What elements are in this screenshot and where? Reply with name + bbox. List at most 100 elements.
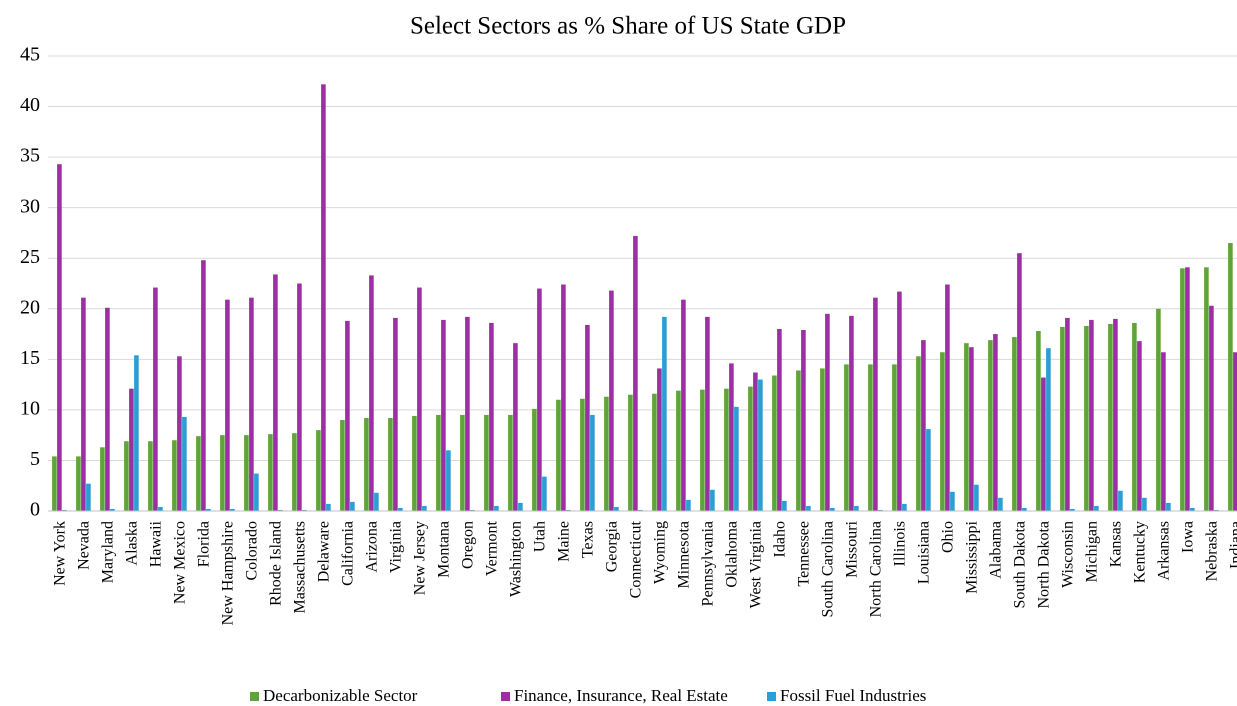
- bar: [542, 476, 547, 511]
- bar: [1137, 341, 1142, 511]
- bar: [532, 408, 537, 511]
- x-tick-label: North Carolina: [868, 521, 885, 617]
- bar: [892, 364, 897, 511]
- bar: [681, 299, 686, 511]
- x-tick-label: Missouri: [844, 520, 861, 577]
- bar: [1041, 377, 1046, 511]
- bar: [998, 497, 1003, 511]
- bar: [1065, 317, 1070, 511]
- bar: [854, 505, 859, 511]
- bar: [374, 492, 379, 511]
- bar: [844, 364, 849, 511]
- bar: [590, 414, 595, 511]
- bar: [945, 284, 950, 511]
- x-tick-label: Colorado: [244, 521, 261, 581]
- bar: [849, 315, 854, 511]
- bar: [1089, 319, 1094, 511]
- x-tick-label: Louisiana: [916, 521, 933, 584]
- legend-swatch: [767, 692, 776, 701]
- bar: [926, 429, 931, 511]
- bar: [710, 489, 715, 511]
- bar: [225, 299, 230, 511]
- x-tick-label: Oklahoma: [724, 521, 741, 588]
- bar: [734, 406, 739, 511]
- bar: [537, 288, 542, 511]
- bar: [1113, 318, 1118, 511]
- bar: [1156, 308, 1161, 511]
- y-tick-label: 0: [30, 499, 40, 521]
- bar: [1084, 325, 1089, 511]
- x-tick-label: South Dakota: [1012, 521, 1029, 609]
- bar: [177, 356, 182, 511]
- bar: [748, 386, 753, 511]
- bar: [316, 430, 321, 511]
- x-tick-label: Tennessee: [796, 521, 813, 587]
- x-tick-label: New York: [52, 521, 69, 586]
- bar: [369, 275, 374, 511]
- bar: [652, 393, 657, 511]
- bar: [633, 235, 638, 511]
- bar: [484, 414, 489, 511]
- bar: [753, 372, 758, 511]
- bar: [974, 484, 979, 511]
- bar: [729, 363, 734, 511]
- bar: [230, 508, 235, 511]
- x-tick-label: Georgia: [604, 521, 621, 572]
- bar: [326, 503, 331, 511]
- legend-label: Finance, Insurance, Real Estate: [514, 686, 728, 705]
- bar: [566, 509, 571, 511]
- bar: [700, 389, 705, 511]
- bar: [585, 324, 590, 511]
- bar: [1046, 348, 1051, 511]
- bar: [206, 508, 211, 511]
- x-tick-label: Mississippi: [964, 520, 981, 593]
- bar: [1036, 331, 1041, 511]
- bar: [820, 368, 825, 511]
- bar: [657, 368, 662, 511]
- bar: [446, 450, 451, 511]
- bar: [1185, 267, 1190, 511]
- bar: [825, 313, 830, 511]
- bar: [796, 370, 801, 511]
- x-tick-label: Delaware: [316, 521, 333, 582]
- bar: [148, 441, 153, 511]
- legend-label: Fossil Fuel Industries: [780, 686, 926, 705]
- x-tick-label: Maryland: [100, 521, 117, 583]
- bar: [1022, 507, 1027, 511]
- x-tick-label: Pennsylvania: [700, 521, 717, 606]
- bar: [388, 417, 393, 511]
- y-tick-label: 35: [20, 145, 40, 167]
- bar: [393, 317, 398, 511]
- x-tick-label: Kansas: [1108, 521, 1125, 567]
- bar: [1214, 509, 1219, 511]
- x-tick-label: Texas: [580, 521, 597, 558]
- bar: [1190, 507, 1195, 511]
- bar: [921, 340, 926, 511]
- bar: [254, 473, 259, 511]
- x-tick-label: Florida: [196, 521, 213, 567]
- x-tick-label: Kentucky: [1132, 521, 1149, 583]
- bar: [417, 287, 422, 511]
- x-tick-label: Massachusetts: [292, 521, 309, 613]
- bar: [422, 505, 427, 511]
- bar: [940, 352, 945, 511]
- y-tick-label: 10: [20, 397, 40, 419]
- bar: [1228, 243, 1233, 512]
- bar: [1204, 267, 1209, 511]
- y-tick-label: 25: [20, 246, 40, 268]
- bar: [350, 501, 355, 511]
- bar: [52, 456, 57, 511]
- bar: [302, 509, 307, 511]
- bar: [614, 506, 619, 511]
- bar: [278, 509, 283, 511]
- x-tick-label: Nebraska: [1204, 521, 1221, 581]
- bar: [878, 509, 883, 511]
- bar: [105, 307, 110, 511]
- bar: [465, 316, 470, 511]
- bar: [988, 340, 993, 511]
- x-tick-label: Indiana: [1228, 521, 1237, 569]
- bar: [297, 283, 302, 511]
- x-tick-label: Michigan: [1084, 521, 1101, 582]
- bar: [777, 329, 782, 511]
